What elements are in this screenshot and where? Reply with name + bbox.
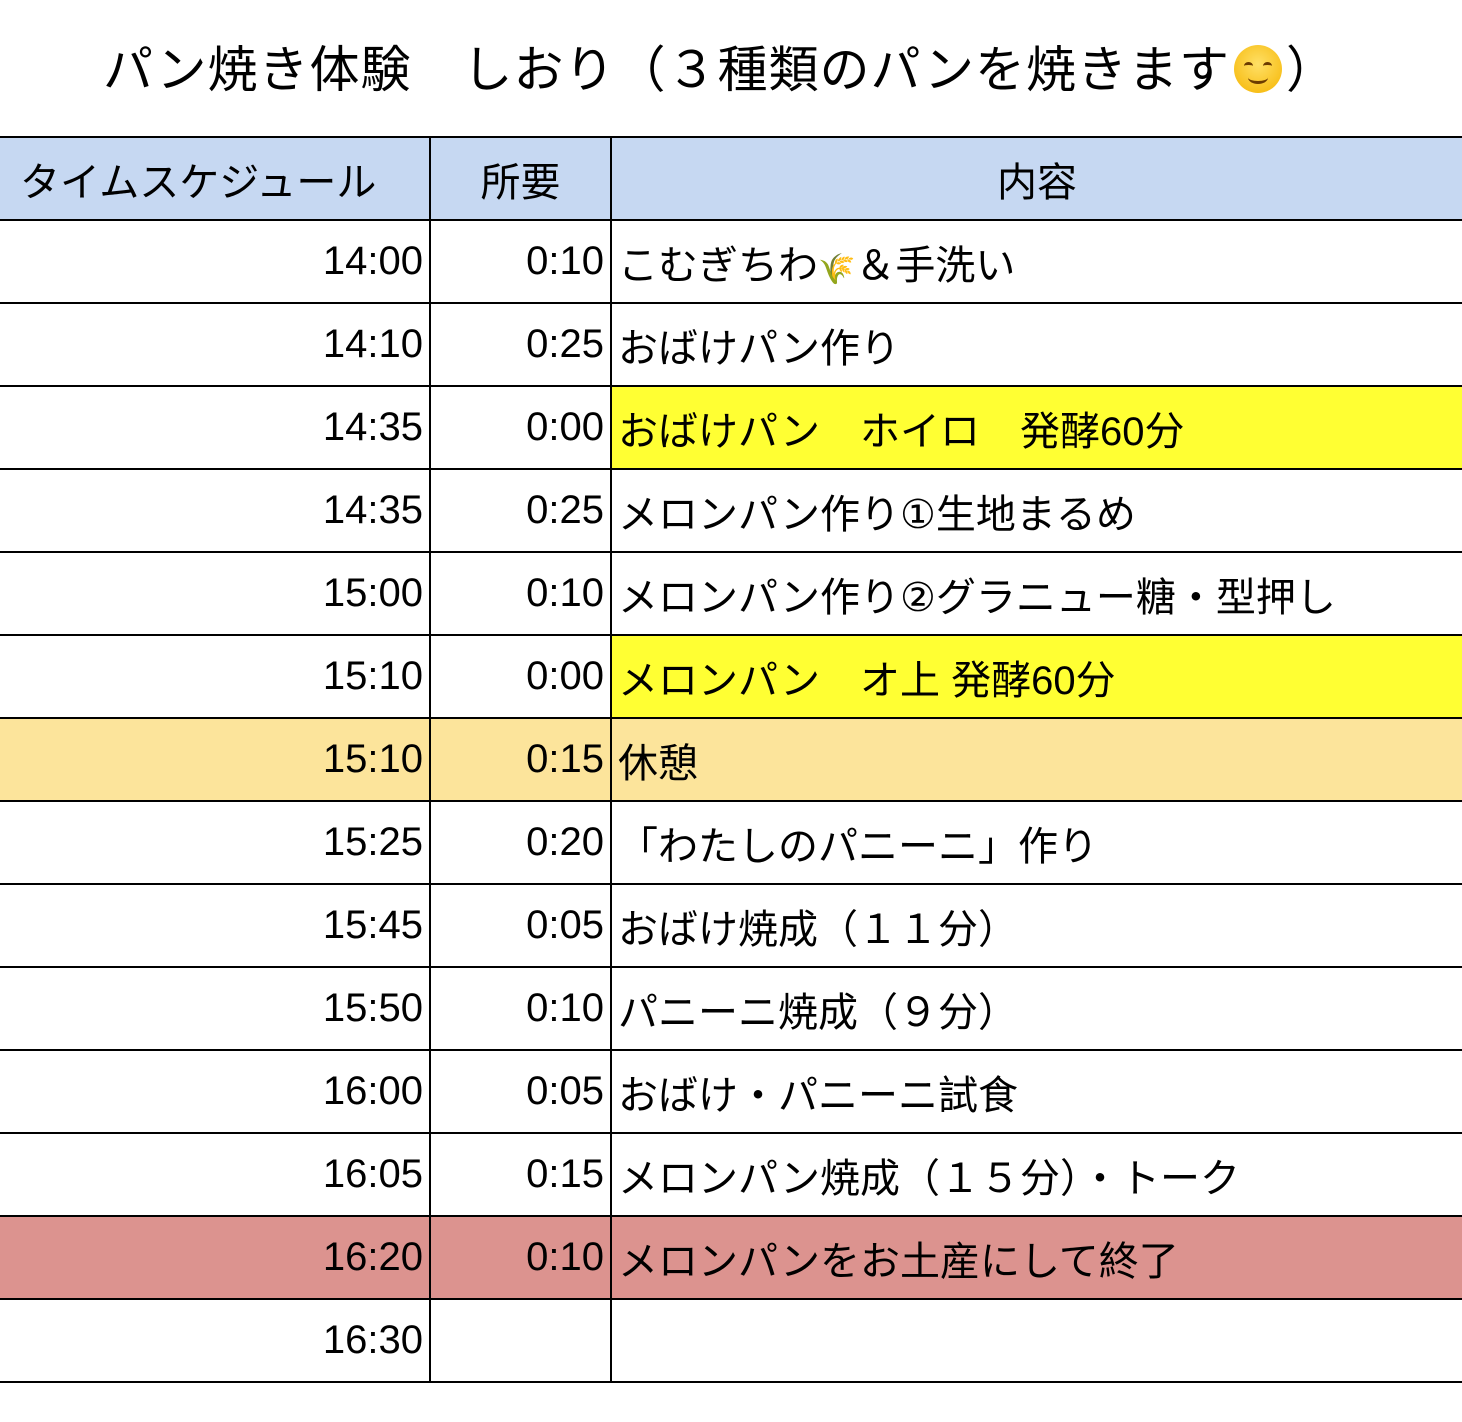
duration-cell[interactable]: 0:10 bbox=[429, 966, 612, 1051]
table-row: 16:20 0:10 メロンパンをお土産にして終了 bbox=[0, 1215, 1462, 1300]
duration-cell[interactable] bbox=[429, 1298, 612, 1383]
table-row: 14:00 0:10 こむぎちわ🌾＆手洗い bbox=[0, 219, 1462, 304]
duration-cell[interactable]: 0:15 bbox=[429, 717, 612, 802]
table-row: 15:00 0:10 メロンパン作り②グラニュー糖・型押し bbox=[0, 551, 1462, 636]
duration-cell[interactable]: 0:20 bbox=[429, 800, 612, 885]
duration-cell[interactable]: 0:10 bbox=[429, 551, 612, 636]
duration-cell[interactable]: 0:00 bbox=[429, 634, 612, 719]
time-cell[interactable]: 16:30 bbox=[0, 1298, 431, 1383]
time-cell[interactable]: 14:35 bbox=[0, 385, 431, 470]
time-cell[interactable]: 14:35 bbox=[0, 468, 431, 553]
table-row: 15:50 0:10 パニーニ焼成（９分） bbox=[0, 966, 1462, 1051]
schedule-table: タイムスケジュール 所要 内容 14:00 0:10 こむぎちわ🌾＆手洗い 14:10… bbox=[0, 136, 1462, 1383]
time-cell[interactable]: 15:00 bbox=[0, 551, 431, 636]
page-title: パン焼き体験 しおり（３種類のパンを焼きます ） bbox=[0, 30, 1440, 102]
content-cell[interactable]: おばけパン ホイロ 発酵60分 bbox=[610, 385, 1462, 470]
table-row: 15:25 0:20 「わたしのパニーニ」作り bbox=[0, 800, 1462, 885]
header-row: タイムスケジュール 所要 内容 bbox=[0, 136, 1462, 221]
table-row: 16:00 0:05 おばけ・パニーニ試食 bbox=[0, 1049, 1462, 1134]
content-text: おばけ・パニーニ試食 bbox=[618, 1073, 1018, 1118]
time-cell[interactable]: 15:45 bbox=[0, 883, 431, 968]
duration-cell[interactable]: 0:10 bbox=[429, 1215, 612, 1300]
time-cell[interactable]: 15:10 bbox=[0, 717, 431, 802]
content-cell[interactable] bbox=[610, 1298, 1462, 1383]
content-cell[interactable]: メロンパン作り①生地まるめ bbox=[610, 468, 1462, 553]
time-cell[interactable]: 14:00 bbox=[0, 219, 431, 304]
duration-cell[interactable]: 0:05 bbox=[429, 883, 612, 968]
duration-cell[interactable]: 0:25 bbox=[429, 302, 612, 387]
content-cell[interactable]: 「わたしのパニーニ」作り bbox=[610, 800, 1462, 885]
duration-cell[interactable]: 0:25 bbox=[429, 468, 612, 553]
title-end: ） bbox=[1286, 42, 1337, 98]
content-text: 休憩 bbox=[618, 741, 698, 786]
content-text: メロンパン焼成（１５分）・トーク bbox=[618, 1156, 1240, 1201]
content-text: おばけパン ホイロ 発酵60分 bbox=[618, 409, 1185, 454]
duration-cell[interactable]: 0:00 bbox=[429, 385, 612, 470]
content-cell[interactable]: メロンパン オ上 発酵60分 bbox=[610, 634, 1462, 719]
content-cell[interactable]: パニーニ焼成（９分） bbox=[610, 966, 1462, 1051]
content-text: メロンパンをお土産にして終了 bbox=[618, 1239, 1179, 1284]
table-row: 14:35 0:00 おばけパン ホイロ 発酵60分 bbox=[0, 385, 1462, 470]
content-text: メロンパン作り①生地まるめ bbox=[618, 492, 1136, 537]
header-time[interactable]: タイムスケジュール bbox=[0, 136, 431, 221]
content-cell[interactable]: おばけ・パニーニ試食 bbox=[610, 1049, 1462, 1134]
time-cell[interactable]: 16:00 bbox=[0, 1049, 431, 1134]
time-cell[interactable]: 15:25 bbox=[0, 800, 431, 885]
table-row: 16:30 bbox=[0, 1298, 1462, 1383]
smiling-face-icon bbox=[1234, 45, 1282, 93]
content-text: 「わたしのパニーニ」作り bbox=[618, 824, 1098, 869]
header-duration[interactable]: 所要 bbox=[429, 136, 612, 221]
rice-sheaf-icon: 🌾 bbox=[818, 252, 856, 286]
content-cell[interactable]: おばけ焼成（１１分） bbox=[610, 883, 1462, 968]
duration-cell[interactable]: 0:05 bbox=[429, 1049, 612, 1134]
time-cell[interactable]: 16:05 bbox=[0, 1132, 431, 1217]
content-text: こむぎちわ bbox=[618, 243, 818, 288]
duration-cell[interactable]: 0:15 bbox=[429, 1132, 612, 1217]
table-row: 15:45 0:05 おばけ焼成（１１分） bbox=[0, 883, 1462, 968]
time-cell[interactable]: 15:10 bbox=[0, 634, 431, 719]
table-row: 15:10 0:00 メロンパン オ上 発酵60分 bbox=[0, 634, 1462, 719]
table-row: 15:10 0:15 休憩 bbox=[0, 717, 1462, 802]
content-text-2: ＆手洗い bbox=[855, 243, 1016, 288]
content-cell[interactable]: メロンパンをお土産にして終了 bbox=[610, 1215, 1462, 1300]
table-row: 14:35 0:25 メロンパン作り①生地まるめ bbox=[0, 468, 1462, 553]
duration-cell[interactable]: 0:10 bbox=[429, 219, 612, 304]
time-cell[interactable]: 16:20 bbox=[0, 1215, 431, 1300]
content-text: パニーニ焼成（９分） bbox=[618, 990, 1018, 1035]
table-row: 14:10 0:25 おばけパン作り bbox=[0, 302, 1462, 387]
content-cell[interactable]: おばけパン作り bbox=[610, 302, 1462, 387]
content-text: おばけパン作り bbox=[618, 326, 900, 371]
content-cell[interactable]: こむぎちわ🌾＆手洗い bbox=[610, 219, 1462, 304]
content-cell[interactable]: メロンパン作り②グラニュー糖・型押し bbox=[610, 551, 1462, 636]
title-text: パン焼き体験 しおり（３種類のパンを焼きます bbox=[103, 42, 1230, 98]
time-cell[interactable]: 14:10 bbox=[0, 302, 431, 387]
header-content[interactable]: 内容 bbox=[610, 136, 1462, 221]
content-text: おばけ焼成（１１分） bbox=[618, 907, 1018, 952]
table-row: 16:05 0:15 メロンパン焼成（１５分）・トーク bbox=[0, 1132, 1462, 1217]
content-cell[interactable]: メロンパン焼成（１５分）・トーク bbox=[610, 1132, 1462, 1217]
content-text: メロンパン作り②グラニュー糖・型押し bbox=[618, 575, 1336, 620]
content-text: メロンパン オ上 発酵60分 bbox=[618, 658, 1116, 703]
time-cell[interactable]: 15:50 bbox=[0, 966, 431, 1051]
content-cell[interactable]: 休憩 bbox=[610, 717, 1462, 802]
